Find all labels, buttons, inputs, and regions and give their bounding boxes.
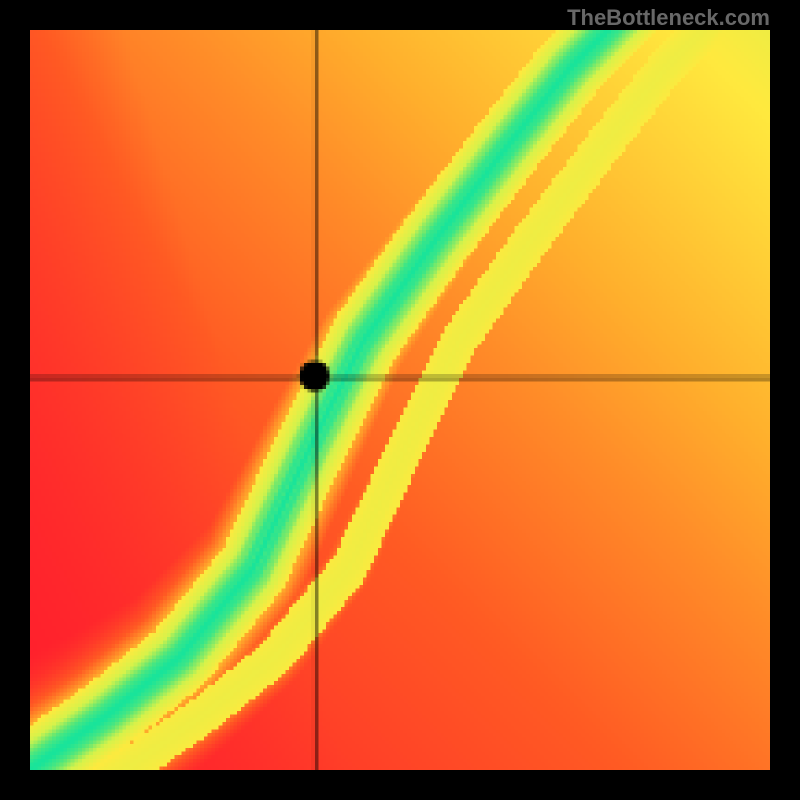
bottleneck-heatmap	[30, 30, 770, 770]
watermark: TheBottleneck.com	[567, 5, 770, 31]
